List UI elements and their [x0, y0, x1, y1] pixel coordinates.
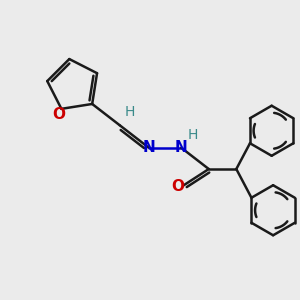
Text: N: N: [142, 140, 155, 155]
Text: H: H: [187, 128, 198, 142]
Text: N: N: [175, 140, 188, 155]
Text: H: H: [125, 105, 135, 119]
Text: O: O: [171, 179, 184, 194]
Text: O: O: [52, 106, 66, 122]
